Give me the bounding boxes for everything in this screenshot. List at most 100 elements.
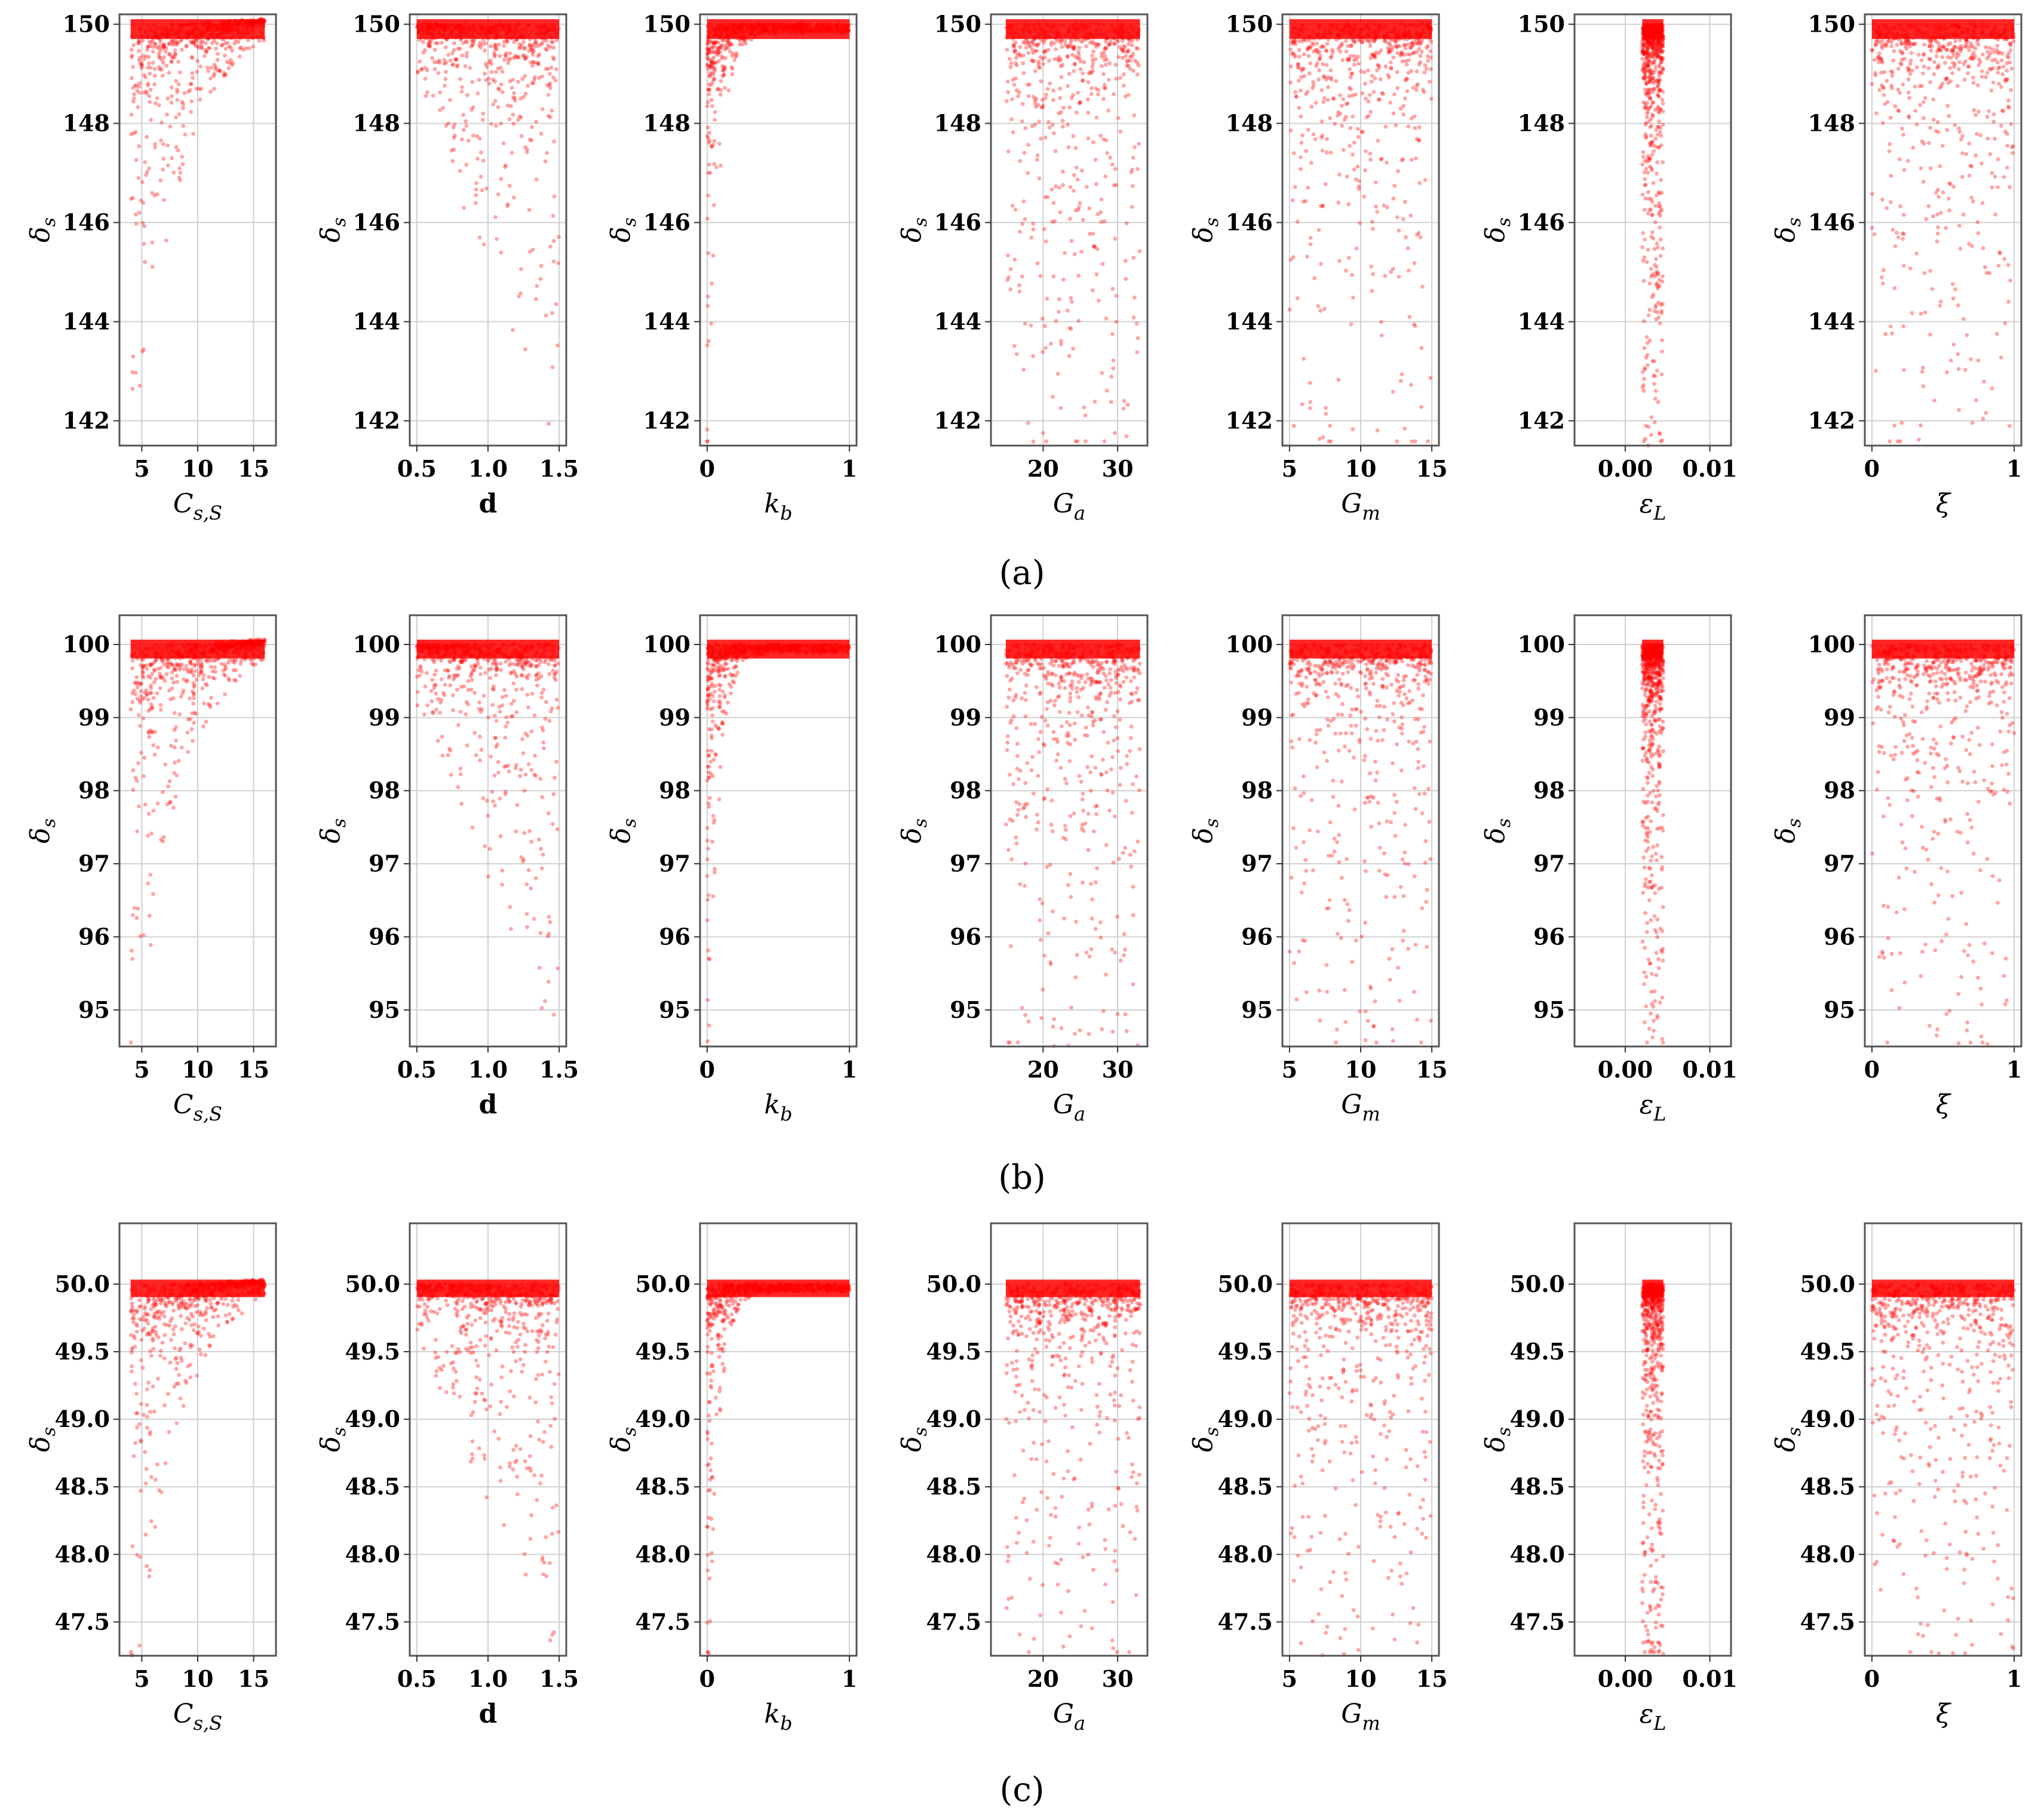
panel-a-G_a-point: [1041, 349, 1045, 354]
panel-a-d-point: [450, 51, 455, 56]
panel-a-G_a-point: [1005, 253, 1010, 258]
panel-a-Cs_S-point: [130, 76, 134, 81]
panel-a-eps_L-point: [1660, 50, 1665, 54]
panel-a-G_a-point: [1113, 431, 1117, 435]
panel-a-k_b-point: [717, 59, 721, 63]
panel-a-xi-point: [1981, 416, 1985, 421]
panel-a-G_a-point: [1057, 186, 1061, 190]
panel-a-Cs_S-point: [168, 124, 173, 129]
panel-a-G_m-ytick-label: 150: [1226, 11, 1273, 38]
panel-a-Cs_S-point: [137, 144, 142, 149]
panel-a-G_m-point: [1395, 86, 1400, 90]
panel-a-Cs_S-point: [145, 44, 150, 49]
panel-a-xi-ytick-label: 150: [1808, 11, 1855, 38]
panel-a-G_a-point: [1137, 142, 1141, 146]
panel-a-G_m-point: [1299, 140, 1304, 145]
panel-a-k_b-point: [730, 42, 735, 47]
panel-a-Cs_S-point: [251, 44, 255, 49]
panel-a-G_a-point: [1016, 94, 1020, 99]
panel-a-xi-point: [1969, 357, 1973, 361]
panel-a-G_a-point: [1135, 336, 1140, 340]
panel-a-eps_L-point: [1658, 213, 1663, 218]
panel-a-xi-ytick-label: 142: [1808, 407, 1855, 434]
panel-a-d-point: [510, 85, 514, 90]
panel-a-xi-point: [1911, 42, 1916, 47]
panel-a-eps_L-point: [1661, 66, 1665, 71]
panel-a-Cs_S-point: [180, 162, 185, 167]
panel-a-d-point: [475, 156, 480, 161]
panel-a-xi-point: [1991, 112, 1996, 116]
panel-a-G_m-point: [1308, 380, 1312, 385]
panel-a-G_a-point: [1020, 102, 1025, 106]
panel-a-G_m-point: [1325, 75, 1330, 80]
panel-a-eps_L-point: [1652, 382, 1656, 386]
panel-a-d-point: [471, 105, 475, 110]
panel-a-xi-xtick-label: 1: [2006, 455, 2022, 482]
panel-a-d-point: [493, 99, 498, 103]
panel-a-eps_L-point: [1658, 321, 1662, 326]
panel-a-eps_L-point: [1641, 259, 1646, 263]
panel-a-G_a-point: [1012, 257, 1017, 262]
panel-a-eps_L-point: [1653, 396, 1658, 401]
panel-a-G_a-point: [1038, 55, 1043, 59]
panel-a-G_a-point: [1089, 71, 1094, 75]
panel-a-G_m-point: [1419, 346, 1424, 351]
panel-a-G_a-point: [1049, 342, 1053, 346]
panel-a-G_a-point: [1063, 251, 1067, 255]
panel-a-Cs_S-point: [179, 39, 183, 44]
panel-a-G_a-point: [1066, 122, 1070, 127]
panel-a-d-point: [421, 50, 426, 55]
panel-a-xi-point: [1873, 73, 1878, 78]
panel-a-eps_L-point: [1648, 125, 1653, 130]
panel-a-G_m-point: [1405, 246, 1410, 251]
panel-a-xi-xlabel: ξ: [1936, 489, 1952, 519]
panel-a-xi-point: [1987, 109, 1991, 113]
panel-a-Cs_S-point: [130, 53, 134, 58]
panel-a-d-point: [463, 64, 468, 68]
panel-a-G_a-point: [1124, 434, 1129, 438]
panel-a-xi-point: [1908, 62, 1913, 66]
panel-a-G_m-point: [1311, 83, 1316, 88]
panel-a-G_m-point: [1398, 53, 1403, 58]
panel-a-d-point: [499, 121, 503, 126]
panel-a-G_m-point: [1331, 97, 1336, 102]
panel-a-Cs_S-point: [182, 91, 187, 96]
panel-a-G_m-point: [1291, 255, 1296, 260]
panel-b-Cs_S-point: [213, 665, 217, 670]
panel-a-Cs_S-point: [159, 120, 164, 125]
panel-a-d-point: [489, 122, 493, 126]
panel-a-eps_L-point: [1643, 237, 1647, 242]
panel-a-G_m-point: [1305, 254, 1309, 259]
panel-a-xi-point: [1950, 61, 1955, 65]
panel-a-Cs_S-point: [169, 100, 174, 105]
panel-a-G_m-point: [1303, 199, 1308, 203]
panel-a-Cs_S-point: [147, 94, 152, 99]
panel-a-eps_L-point: [1641, 231, 1646, 235]
panel-a-G_a-point: [1100, 54, 1104, 59]
panel-a-G_a-point: [1035, 48, 1039, 53]
panel-a-k_b-point: [710, 281, 714, 286]
panel-a-G_a-point: [1111, 358, 1116, 363]
panel-a-d-point: [426, 41, 431, 46]
panel-a-G_a-point: [1057, 297, 1061, 302]
panel-a-Cs_S-point: [170, 94, 174, 99]
panel-a-xi-point: [1938, 299, 1943, 304]
panel-a-xi-point: [1921, 179, 1926, 184]
panel-a-eps_L-point: [1657, 278, 1662, 282]
panel-a-xi-point: [1965, 333, 1969, 337]
panel-a-G_m-point: [1400, 372, 1404, 376]
panel-a-G_m-point: [1402, 43, 1407, 47]
panel-a-G_a-point: [1084, 185, 1089, 189]
panel-a-Cs_S-point: [227, 44, 231, 49]
panel-a-G_m-point: [1352, 58, 1356, 63]
panel-a-G_m-point: [1337, 259, 1342, 263]
panel-a-k_b-point: [722, 73, 726, 77]
panel-a-d-point: [448, 97, 452, 102]
panel-a-G_a-point: [1102, 219, 1107, 223]
panel-a-xi-point: [1921, 384, 1926, 388]
panel-a-G_a-point: [1125, 59, 1130, 64]
panel-a-G_a-point: [1065, 308, 1070, 313]
panel-a-G_m-point: [1328, 151, 1333, 155]
panel-a-G_m-point: [1347, 85, 1352, 90]
panel-a-xi-point: [1984, 45, 1988, 50]
